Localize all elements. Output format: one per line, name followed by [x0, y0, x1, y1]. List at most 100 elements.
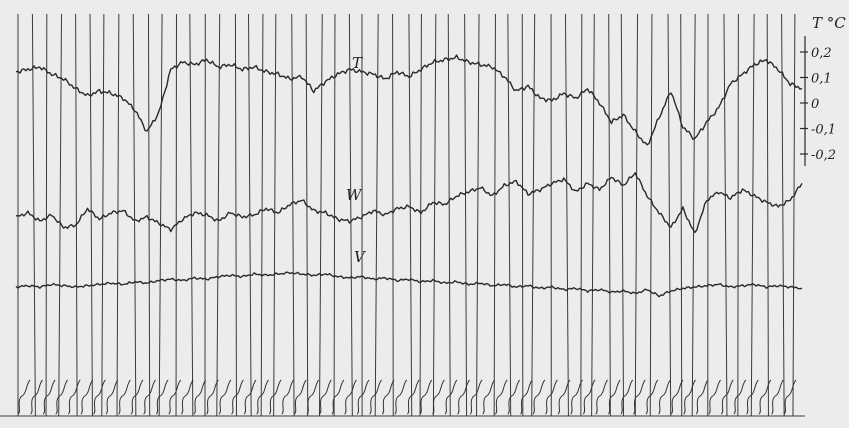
time-mark-squiggle — [80, 379, 94, 415]
time-mark-squiggle — [745, 379, 759, 415]
time-mark-line — [634, 13, 639, 417]
time-mark-squiggle — [42, 379, 56, 415]
time-mark-line — [333, 13, 336, 417]
time-mark-line — [591, 13, 595, 417]
time-mark-line — [31, 13, 36, 417]
time-mark-squiggle — [494, 379, 508, 415]
y-tick-label: -0,1 — [811, 123, 836, 138]
time-mark-line — [234, 13, 237, 417]
time-mark-squiggle — [319, 379, 332, 415]
series-label-t: T — [352, 54, 363, 72]
time-mark-squiggle — [118, 379, 131, 415]
time-mark-line — [781, 13, 785, 417]
series-line-v — [15, 271, 803, 298]
time-mark-squiggle — [67, 379, 81, 415]
time-mark-line — [521, 13, 524, 417]
time-mark-squiggle — [369, 379, 382, 415]
time-mark-line — [680, 13, 683, 417]
traces — [15, 54, 803, 298]
time-mark-line — [132, 13, 137, 417]
time-mark-line — [158, 13, 163, 417]
time-mark-squiggle — [582, 379, 596, 415]
time-mark-line — [89, 13, 93, 417]
time-mark-line — [291, 13, 295, 417]
time-mark-line — [766, 13, 769, 417]
time-mark-line — [531, 13, 536, 417]
time-mark-squiggle — [243, 379, 257, 415]
time-mark-squiggle — [482, 379, 496, 415]
y-tick-label: 0,1 — [811, 72, 832, 87]
time-mark-line — [750, 13, 755, 417]
series-line-w — [15, 172, 803, 234]
time-mark-squiggle — [193, 379, 207, 415]
time-mark-squiggle — [469, 379, 483, 415]
time-mark-squiggle — [293, 379, 307, 415]
time-mark-line — [75, 13, 78, 417]
time-mark-squiggle — [570, 379, 583, 415]
series-label-v: V — [354, 248, 367, 266]
series-line-t — [15, 54, 803, 146]
time-mark-squiggle — [231, 379, 244, 415]
time-mark-line — [318, 13, 323, 417]
time-mark-squiggle — [771, 379, 784, 415]
time-mark-squiggle — [532, 379, 546, 415]
time-mark-line — [305, 13, 309, 417]
time-mark-line — [116, 13, 120, 417]
time-mark-squiggle — [344, 379, 357, 415]
time-mark-squiggle — [607, 379, 621, 415]
time-mark-squiggle — [733, 379, 747, 415]
time-mark-squiggle — [419, 379, 433, 415]
time-mark-squiggle — [708, 379, 722, 415]
time-mark-line — [273, 13, 277, 417]
time-mark-squiggle — [268, 379, 282, 415]
time-mark-squiggle — [356, 379, 370, 415]
time-mark-squiggle — [406, 379, 420, 415]
time-mark-squiggle — [783, 379, 797, 415]
time-mark-squiggle — [381, 379, 395, 415]
time-mark-squiggle — [620, 379, 634, 415]
time-mark-squiggle — [683, 379, 696, 415]
time-mark-line — [464, 13, 468, 417]
time-mark-squiggle — [720, 379, 734, 415]
time-mark-line — [691, 13, 696, 417]
time-mark-squiggle — [281, 379, 295, 415]
time-mark-squiggle — [30, 379, 43, 415]
time-mark-line — [507, 13, 512, 417]
time-mark-squiggles — [17, 379, 797, 415]
time-mark-line — [580, 13, 583, 417]
time-mark-squiggle — [432, 379, 445, 415]
time-mark-squiggle — [306, 379, 320, 415]
time-mark-squiggle — [632, 379, 646, 415]
time-mark-line — [216, 13, 221, 417]
time-mark-squiggle — [92, 379, 106, 415]
time-mark-squiggle — [180, 379, 194, 415]
time-mark-squiggle — [444, 379, 458, 415]
time-mark-line — [649, 13, 653, 417]
time-mark-line — [392, 13, 394, 417]
time-mark-squiggle — [595, 379, 609, 415]
series-labels: T W V — [346, 54, 367, 266]
time-mark-line — [260, 13, 264, 417]
y-tick-label: 0 — [811, 97, 819, 112]
series-label-w: W — [346, 186, 363, 204]
time-mark-line — [493, 13, 496, 417]
time-mark-squiggle — [507, 379, 521, 415]
time-mark-line — [447, 13, 451, 417]
time-mark-line — [408, 13, 413, 417]
time-mark-line — [792, 13, 796, 417]
time-mark-squiggle — [331, 379, 345, 415]
time-mark-line — [419, 13, 422, 417]
time-mark-squiggle — [557, 379, 571, 415]
time-mark-line — [564, 13, 569, 417]
time-mark-line — [374, 13, 379, 417]
time-mark-line — [476, 13, 480, 417]
time-mark-squiggle — [695, 379, 709, 415]
y-axis-title: T °C — [812, 14, 846, 32]
time-mark-line — [348, 13, 353, 417]
y-tick-label: 0,2 — [811, 46, 832, 61]
time-mark-squiggle — [218, 379, 232, 415]
time-mark-squiggle — [645, 379, 659, 415]
y-tick-label: -0,2 — [811, 148, 836, 163]
